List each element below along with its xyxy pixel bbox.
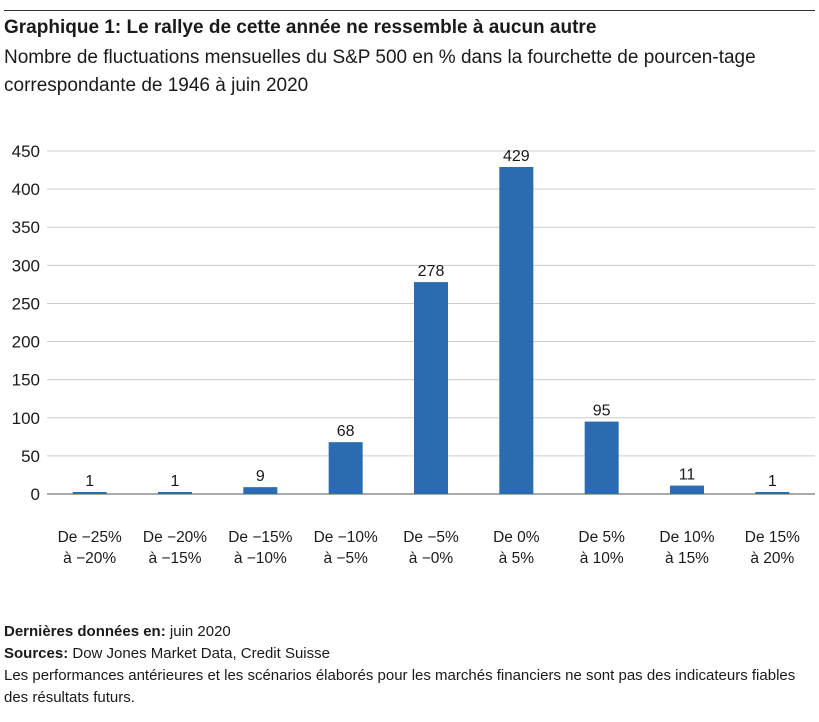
data-label: 429 [503, 148, 530, 165]
category-label: De −5% à −0% [403, 529, 459, 567]
y-tick-label: 300 [12, 256, 40, 275]
chart-subtitle: Nombre de fluctuations mensuelles du S&P… [4, 47, 756, 96]
category-label: De 15% à 20% [745, 529, 800, 567]
last-data-label: Dernières données en: [4, 623, 166, 640]
bar [584, 421, 619, 494]
last-data-value: juin 2020 [169, 623, 231, 640]
data-label: 1 [85, 473, 94, 490]
category-label: De −25% à −20% [58, 529, 122, 567]
disclaimer: Les performances antérieures et les scén… [4, 667, 796, 706]
bar [499, 167, 534, 495]
bar [72, 492, 107, 494]
y-tick-label: 50 [21, 447, 40, 466]
category-label: De −15% à −10% [228, 529, 292, 567]
data-label: 95 [593, 403, 611, 420]
top-rule [4, 10, 815, 11]
data-label: 1 [171, 473, 180, 490]
bar [158, 492, 192, 494]
category-label: De 5% à 10% [578, 529, 625, 567]
y-tick-label: 200 [12, 333, 40, 352]
y-tick-label: 150 [12, 371, 40, 390]
bar [328, 442, 363, 494]
data-label: 1 [768, 473, 777, 490]
chart-title: Graphique 1: Le rallye de cette année ne… [4, 17, 597, 38]
bar [755, 492, 790, 494]
category-label: De 10% à 15% [659, 529, 714, 567]
bar [414, 282, 448, 494]
data-label: 9 [256, 468, 265, 485]
category-label: De −10% à −5% [314, 529, 378, 567]
sources-label: Sources: [4, 645, 69, 662]
bar-chart: 0 50 100 150 200 250 300 350 400 450 1 De −25% à −20… [12, 142, 815, 567]
bar [670, 485, 704, 494]
data-label: 278 [418, 263, 445, 280]
bar [243, 487, 278, 494]
y-tick-label: 400 [12, 180, 40, 199]
category-label: De −20% à −15% [143, 529, 207, 567]
last-data-line: Dernières données en: juin 2020 [4, 621, 816, 643]
data-label: 11 [679, 467, 696, 484]
y-tick-label: 250 [12, 294, 40, 313]
category-label: De 0% à 5% [493, 529, 540, 567]
data-label: 68 [337, 423, 355, 440]
y-tick-label: 450 [12, 142, 40, 161]
y-tick-label: 0 [31, 485, 40, 504]
sources-line: Sources: Dow Jones Market Data, Credit S… [4, 643, 816, 665]
y-tick-label: 350 [12, 218, 40, 237]
y-tick-label: 100 [12, 409, 40, 428]
sources-value: Dow Jones Market Data, Credit Suisse [72, 645, 330, 662]
footer: Dernières données en: juin 2020 Sources:… [4, 621, 816, 709]
